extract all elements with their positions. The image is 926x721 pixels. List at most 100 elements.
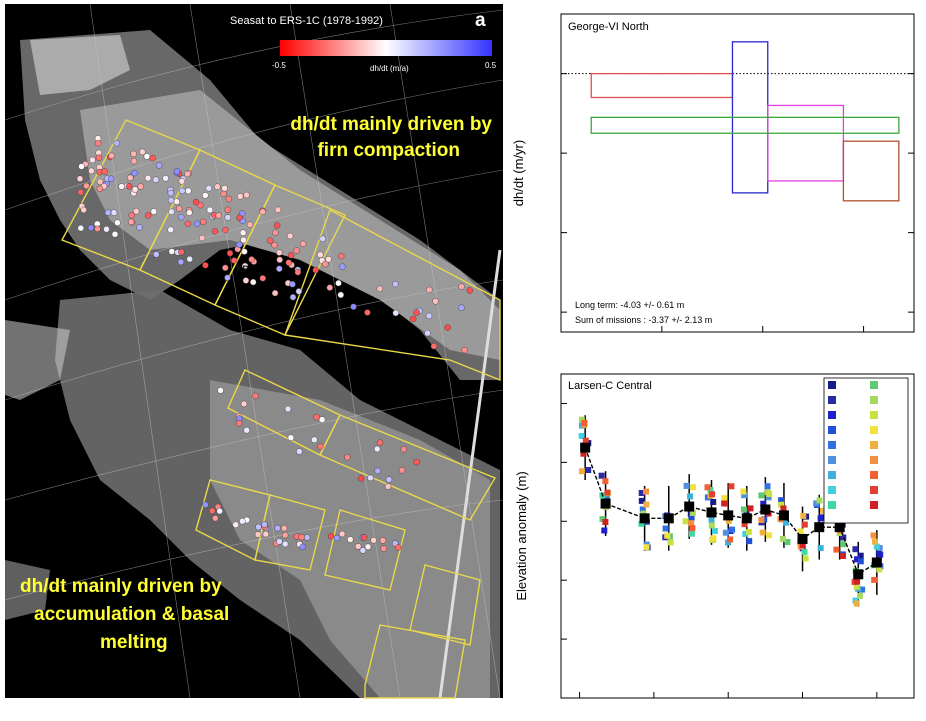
chart2-track-point — [722, 529, 729, 536]
map-data-dot — [103, 225, 110, 233]
map-data-dot — [235, 420, 243, 427]
chart2-track-point — [778, 501, 785, 508]
chart2-mean-marker — [834, 522, 845, 533]
map-data-dot — [400, 446, 407, 453]
map-data-dot — [424, 329, 431, 337]
chart2-track-point — [742, 530, 749, 537]
map-data-dot — [271, 241, 278, 249]
map-data-dot — [236, 193, 244, 200]
map-data-dot — [285, 259, 292, 266]
map-data-dot — [298, 534, 305, 541]
map-data-dot — [186, 255, 193, 263]
chart2-track-point — [746, 538, 753, 545]
map-data-dot — [339, 263, 346, 270]
chart2-track-point — [759, 529, 766, 536]
chart2-track-point — [859, 586, 866, 593]
chart2-track-point — [833, 546, 840, 553]
chart-larsen-c-central: Larsen-C Central Elevation anomaly (m) — [514, 373, 915, 699]
map-data-dot — [296, 448, 303, 455]
chart2-track-point — [758, 492, 765, 499]
map-data-dot — [220, 190, 227, 198]
map-data-dot — [458, 283, 465, 290]
chart2-legend-swatch — [828, 471, 836, 479]
map-data-dot — [96, 178, 104, 186]
chart2-track-point — [585, 467, 592, 473]
map-data-dot — [398, 467, 406, 474]
chart2-track-point — [638, 520, 645, 527]
chart2-legend-swatch — [828, 426, 836, 434]
map-data-dot — [224, 206, 232, 214]
chart2-legend — [823, 377, 909, 524]
chart2-legend-swatch — [870, 456, 878, 464]
map-data-dot — [214, 183, 221, 190]
map-data-dot — [95, 154, 103, 161]
chart2-ylabel: Elevation anomaly (m) — [514, 471, 529, 600]
map-data-dot — [132, 207, 140, 215]
map-data-dot — [107, 175, 115, 182]
map-data-dot — [168, 208, 175, 216]
map-title: Seasat to ERS-1C (1978-1992) — [230, 15, 383, 27]
map-data-dot — [243, 191, 250, 199]
chart2-track-point — [871, 576, 878, 583]
map-data-dot — [335, 279, 342, 287]
chart2-track-point — [689, 525, 696, 532]
map-data-dot — [127, 174, 134, 182]
chart-george-vi-north: George-VI North dh/dt (m/yr) Long term: … — [511, 13, 915, 333]
chart1-note-long-term: Long term: -4.03 +/- 0.61 m — [575, 300, 684, 310]
map-data-dot — [184, 170, 191, 178]
chart2-track-point — [662, 525, 669, 532]
map-data-dot — [242, 277, 250, 284]
map-data-dot — [217, 387, 224, 394]
map-data-dot — [104, 209, 112, 216]
map-data-dot — [212, 515, 219, 522]
map-data-dot — [303, 534, 311, 541]
map-data-dot — [317, 443, 324, 450]
chart2-track-point — [601, 527, 608, 534]
map-data-dot — [221, 185, 228, 192]
terrain-shading — [5, 30, 500, 698]
map-data-dot — [410, 315, 417, 323]
graticule-lines — [4, 3, 504, 699]
annotation-bottom-line-1: dh/dt mainly driven by — [20, 576, 222, 597]
chart2-track-point — [721, 495, 728, 502]
map-data-dot — [276, 249, 283, 256]
map-data-dot — [289, 294, 297, 301]
chart2-track-point — [839, 553, 846, 559]
map-data-dot — [240, 400, 248, 408]
chart2-track-point — [741, 492, 748, 499]
chart2-track-point — [760, 500, 767, 507]
chart2-mean-marker — [684, 501, 695, 512]
map-data-dot — [185, 187, 192, 195]
region-box-gviw — [409, 564, 481, 646]
chart2-track-point — [800, 512, 807, 519]
chart2-legend-swatch — [828, 381, 836, 389]
chart1-bars — [590, 41, 900, 202]
chart2-track-point — [817, 545, 824, 552]
chart2-track-point — [857, 558, 864, 565]
map-data-dot — [177, 258, 185, 266]
chart2-legend-swatch — [828, 396, 836, 404]
annotation-bottom-line-2: accumulation & basal — [34, 604, 229, 625]
map-data-dot — [274, 206, 282, 214]
map-data-dot — [322, 260, 329, 268]
panel-letter: a — [475, 10, 486, 31]
map-data-dot — [211, 228, 219, 235]
map-data-dot — [274, 222, 281, 229]
map-data-dot — [326, 284, 333, 291]
chart2-mean-marker — [778, 510, 789, 521]
map-data-dot — [208, 507, 216, 515]
chart2-track-point — [643, 501, 650, 508]
map-data-dot — [243, 427, 250, 434]
map-data-dot — [222, 264, 229, 271]
annotation-top-line-2: firn compaction — [317, 140, 460, 161]
chart2-legend-frame — [823, 377, 909, 524]
chart2-track-point — [581, 419, 588, 426]
map-data-dot — [327, 533, 335, 540]
map-data-dot — [376, 439, 384, 446]
chart2-track-point — [709, 491, 716, 498]
map-data-dot — [276, 256, 283, 263]
chart2-track-point — [758, 517, 765, 523]
chart2-track-point — [747, 505, 754, 512]
map-data-dot — [88, 167, 95, 175]
map-data-dot — [143, 153, 151, 160]
